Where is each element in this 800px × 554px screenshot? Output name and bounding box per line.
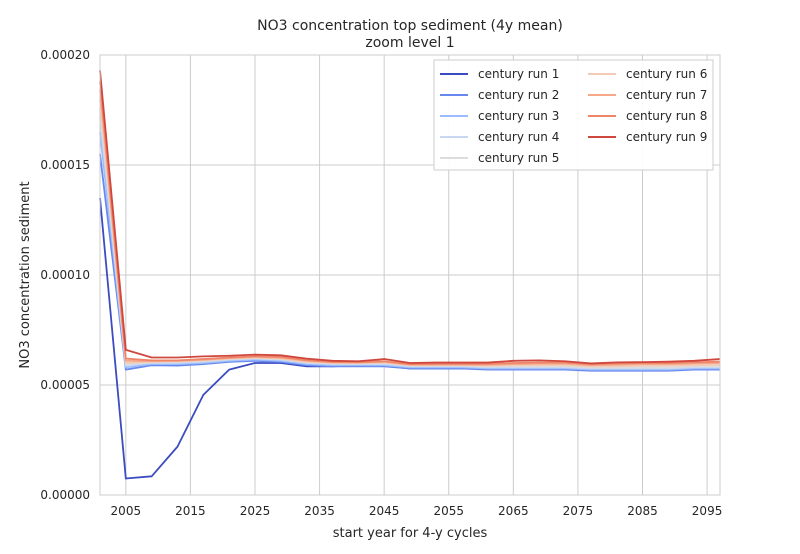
legend-item-2: century run 2 [440, 88, 559, 102]
legend: century run 1 century run 2 century run 3 c… [433, 59, 714, 171]
legend-label: century run 5 [478, 151, 559, 165]
x-tick-label: 2075 [563, 504, 594, 518]
x-tick-label: 2065 [498, 504, 529, 518]
legend-item-9: century run 9 [588, 130, 707, 144]
series-line-3 [99, 131, 720, 371]
legend-item-3: century run 3 [440, 109, 559, 123]
series-lines [99, 70, 721, 480]
x-tick-label: 2035 [304, 504, 335, 518]
series-line-9 [99, 70, 721, 365]
legend-label: century run 9 [626, 130, 707, 144]
x-tick-label: 2055 [433, 504, 464, 518]
legend-item-6: century run 6 [588, 67, 707, 81]
y-tick-label: 0.00005 [40, 378, 90, 392]
legend-label: century run 3 [478, 109, 559, 123]
chart-subtitle: zoom level 1 [365, 35, 454, 51]
y-tick-label: 0.00000 [40, 488, 90, 502]
x-tick-label: 2015 [175, 504, 206, 518]
legend-label: century run 1 [478, 67, 559, 81]
x-tick-label: 2025 [240, 504, 271, 518]
plot-frame [99, 54, 721, 496]
x-tick-label: 2085 [627, 504, 658, 518]
legend-items: century run 1 century run 2 century run 3 c… [440, 67, 707, 165]
y-tick-label: 0.00015 [40, 158, 90, 172]
x-axis-label: start year for 4-y cycles [333, 526, 488, 541]
y-axis-label: NO3 concentration sediment [18, 181, 33, 368]
series-line-2 [99, 153, 720, 372]
series-line-8 [99, 81, 721, 366]
legend-label: century run 7 [626, 88, 707, 102]
y-tick-label: 0.00010 [40, 268, 90, 282]
chart-title: NO3 concentration top sediment (4y mean) [257, 18, 563, 34]
legend-box [433, 59, 714, 171]
legend-label: century run 8 [626, 109, 707, 123]
legend-label: century run 4 [478, 130, 559, 144]
legend-item-7: century run 7 [588, 88, 707, 102]
legend-label: century run 2 [478, 88, 559, 102]
legend-label: century run 6 [626, 67, 707, 81]
legend-item-4: century run 4 [440, 130, 559, 144]
x-tick-label: 2045 [369, 504, 400, 518]
tick-labels: 2005 2015 2025 2035 2045 2055 2065 2075 2085 2095… [40, 48, 722, 518]
legend-item-1: century run 1 [440, 67, 559, 81]
legend-item-8: century run 8 [588, 109, 707, 123]
legend-item-5: century run 5 [440, 151, 559, 165]
x-tick-label: 2005 [111, 504, 142, 518]
x-tick-label: 2095 [692, 504, 723, 518]
y-tick-label: 0.00020 [40, 48, 90, 62]
